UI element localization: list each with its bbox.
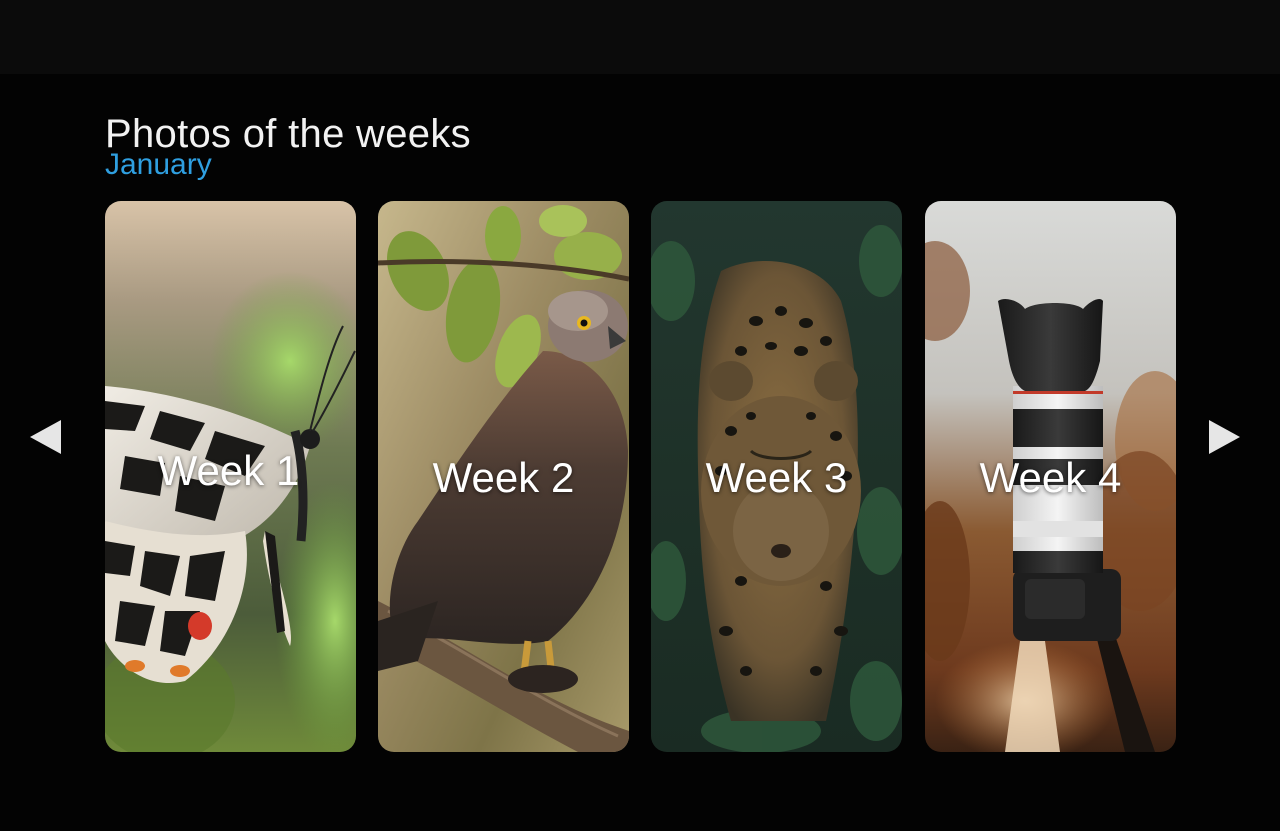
- camera-lens-photo: [925, 201, 1176, 752]
- top-bar: [0, 0, 1280, 74]
- triangle-right-icon: [1209, 420, 1240, 454]
- page-title: Photos of the weeks: [105, 112, 471, 156]
- week-card-label: Week 2: [432, 453, 575, 501]
- triangle-left-icon: [30, 420, 61, 454]
- week-card-label: Week 4: [979, 453, 1122, 501]
- week-card-label: Week 3: [705, 453, 848, 501]
- week-card-4[interactable]: Week 4: [925, 201, 1176, 752]
- leopard-photo: [651, 201, 902, 752]
- butterfly-photo: [105, 201, 356, 752]
- carousel-next-button[interactable]: [1206, 418, 1242, 456]
- week-card-3[interactable]: Week 3: [651, 201, 902, 752]
- month-subtitle: January: [105, 148, 212, 181]
- section-heading: Photos of the weeks January: [105, 112, 471, 180]
- carousel-prev-button[interactable]: [27, 418, 63, 456]
- week-card-1[interactable]: Week 1: [105, 201, 356, 752]
- week-card-2[interactable]: Week 2: [378, 201, 629, 752]
- week-card-label: Week 1: [157, 446, 300, 494]
- hawk-photo: [378, 201, 629, 752]
